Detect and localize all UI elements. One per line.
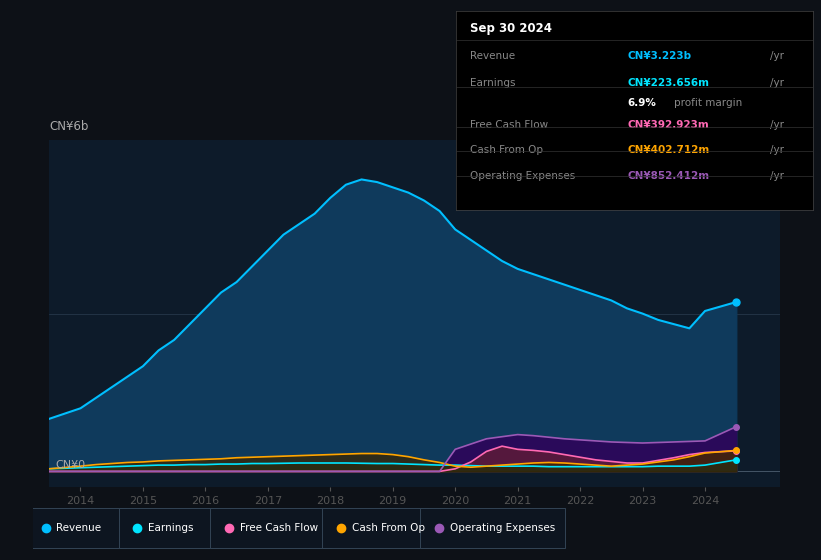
Text: CN¥3.223b: CN¥3.223b bbox=[627, 51, 691, 61]
Text: Free Cash Flow: Free Cash Flow bbox=[470, 119, 548, 129]
Text: Cash From Op: Cash From Op bbox=[352, 523, 425, 533]
Text: Cash From Op: Cash From Op bbox=[470, 146, 543, 155]
FancyBboxPatch shape bbox=[323, 508, 428, 548]
Text: /yr: /yr bbox=[770, 78, 784, 88]
Text: Sep 30 2024: Sep 30 2024 bbox=[470, 22, 552, 35]
Text: CN¥392.923m: CN¥392.923m bbox=[627, 119, 709, 129]
Text: CN¥852.412m: CN¥852.412m bbox=[627, 171, 709, 181]
FancyBboxPatch shape bbox=[118, 508, 218, 548]
Text: /yr: /yr bbox=[770, 51, 784, 61]
FancyBboxPatch shape bbox=[27, 508, 126, 548]
Text: CN¥223.656m: CN¥223.656m bbox=[627, 78, 709, 88]
Text: Earnings: Earnings bbox=[470, 78, 516, 88]
Text: CN¥6b: CN¥6b bbox=[49, 120, 89, 133]
Text: Revenue: Revenue bbox=[57, 523, 102, 533]
Text: /yr: /yr bbox=[770, 119, 784, 129]
Text: profit margin: profit margin bbox=[673, 97, 741, 108]
Text: Revenue: Revenue bbox=[470, 51, 515, 61]
Text: 6.9%: 6.9% bbox=[627, 97, 656, 108]
Text: CN¥402.712m: CN¥402.712m bbox=[627, 146, 709, 155]
Text: /yr: /yr bbox=[770, 146, 784, 155]
Text: Free Cash Flow: Free Cash Flow bbox=[240, 523, 318, 533]
Text: Earnings: Earnings bbox=[148, 523, 194, 533]
Text: CN¥0: CN¥0 bbox=[56, 460, 85, 470]
FancyBboxPatch shape bbox=[420, 508, 565, 548]
Text: /yr: /yr bbox=[770, 171, 784, 181]
Text: Operating Expenses: Operating Expenses bbox=[450, 523, 555, 533]
FancyBboxPatch shape bbox=[210, 508, 332, 548]
Text: Operating Expenses: Operating Expenses bbox=[470, 171, 576, 181]
